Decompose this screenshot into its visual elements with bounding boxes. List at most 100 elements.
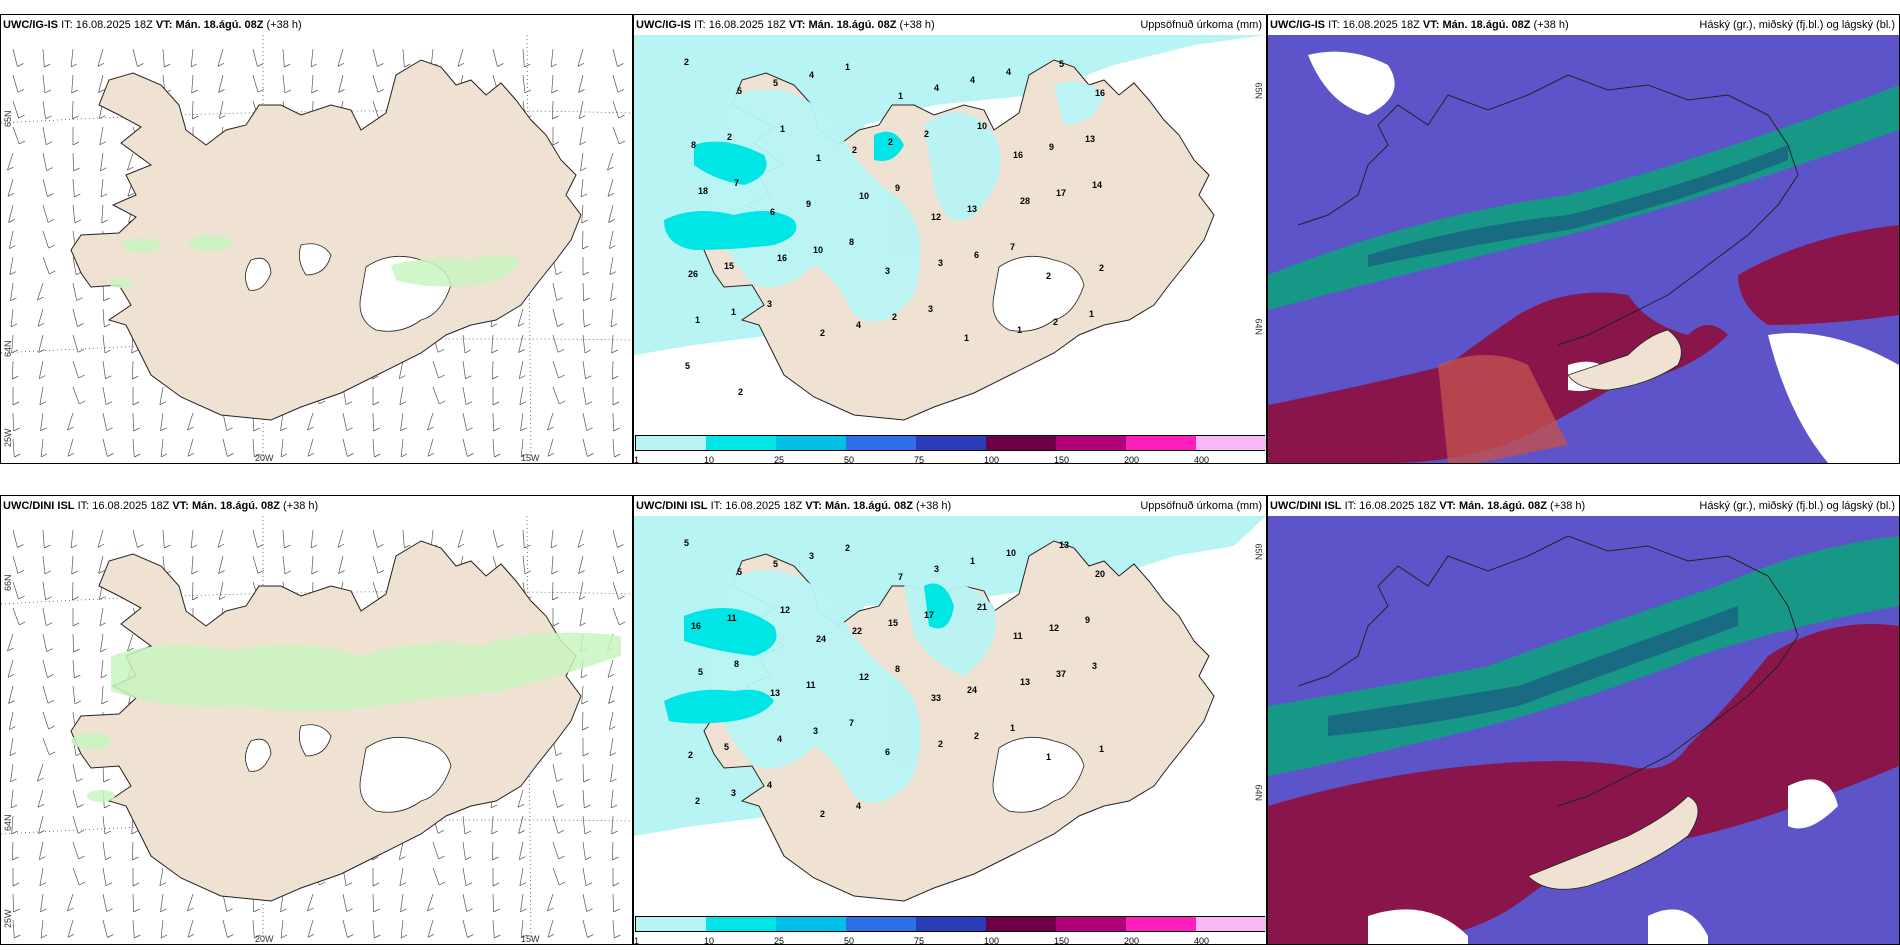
wind-barb bbox=[552, 763, 558, 782]
precip-value: 5 bbox=[773, 559, 778, 569]
colorbar-scale: 1 10 25 50 75 100 150 200 400 bbox=[634, 435, 1266, 463]
wind-barb-flag bbox=[307, 907, 314, 912]
wind-barb-flag bbox=[132, 375, 139, 380]
wind-barb-flag bbox=[465, 401, 473, 406]
valid-time: Mán. 18.ágú. 08Z bbox=[191, 500, 280, 512]
wind-barb-flag bbox=[585, 882, 593, 887]
wind-barb-flag bbox=[134, 934, 141, 939]
wind-barb-flag bbox=[17, 544, 24, 548]
wind-barb-flag bbox=[47, 699, 55, 704]
precip-value: 8 bbox=[895, 664, 900, 674]
precip-value: 2 bbox=[1099, 263, 1104, 273]
wind-barb bbox=[160, 893, 164, 912]
wind-barb bbox=[72, 685, 76, 704]
wind-barb-flag bbox=[584, 804, 591, 809]
wind-barb-flag bbox=[579, 141, 587, 146]
wind-barb bbox=[99, 607, 104, 626]
wind-barb bbox=[72, 334, 79, 353]
init-time: 16.08.2025 18Z bbox=[75, 19, 153, 31]
wind-barb bbox=[400, 919, 404, 938]
wind-barb bbox=[612, 74, 619, 93]
vt-label: VT: bbox=[805, 500, 822, 512]
wind-barb-flag bbox=[374, 453, 381, 458]
wind-barb-flag bbox=[49, 270, 56, 275]
wind-barb-flag bbox=[39, 375, 46, 379]
model-name: UWC/IG-IS bbox=[3, 19, 58, 31]
wind-barb-flag bbox=[11, 349, 18, 354]
vt-label: VT: bbox=[155, 19, 173, 31]
wind-barb-flag bbox=[74, 219, 82, 224]
precip-value: 2 bbox=[1053, 317, 1058, 327]
precip-value: 2 bbox=[738, 387, 743, 397]
wind-barb-flag bbox=[187, 426, 194, 431]
wind-barb-flag bbox=[257, 569, 265, 574]
wind-barb bbox=[10, 763, 14, 782]
wind-barb-flag bbox=[107, 453, 114, 457]
wind-barb bbox=[612, 893, 614, 913]
wind-barb bbox=[462, 815, 466, 834]
wind-barb-flag bbox=[310, 544, 318, 549]
wind-barb-flag bbox=[10, 778, 17, 783]
colorbar: 1 10 25 50 75 100 150 200 400 bbox=[634, 914, 1266, 944]
colorbar-tick-label: 10 bbox=[704, 936, 715, 945]
wind-barb bbox=[582, 711, 584, 731]
wind-barb bbox=[102, 867, 107, 886]
wind-barb-flag bbox=[217, 62, 225, 67]
wind-barb-flag bbox=[399, 375, 406, 379]
wind-barb bbox=[160, 438, 164, 457]
wind-barb bbox=[399, 867, 404, 886]
precip-value: 16 bbox=[691, 621, 701, 631]
init-time: 16.08.2025 18Z bbox=[708, 19, 786, 31]
colorbar-tick-label: 150 bbox=[1054, 936, 1070, 945]
panel-wind-igis: UWC/IG-IS IT: 16.08.2025 18Z VT: Mán. 18… bbox=[0, 14, 633, 464]
wind-barb bbox=[547, 438, 554, 457]
wind-barb bbox=[612, 529, 618, 548]
wind-barb-flag bbox=[582, 245, 589, 250]
wind-barb bbox=[612, 919, 615, 939]
precip-value: 6 bbox=[974, 250, 979, 260]
wind-barb-flag bbox=[618, 114, 625, 119]
wind-barb bbox=[12, 529, 18, 548]
wind-barb bbox=[187, 919, 194, 938]
wind-barb-flag bbox=[37, 322, 45, 327]
wind-barb-flag bbox=[101, 219, 108, 224]
wind-barb bbox=[132, 438, 135, 458]
wind-barb-flag bbox=[12, 856, 19, 861]
wind-barb bbox=[98, 555, 104, 574]
wind-barb-flag bbox=[104, 830, 112, 835]
wind-barb-flag bbox=[99, 115, 106, 119]
model-name: UWC/IG-IS bbox=[1270, 19, 1325, 31]
wind-barb-flag bbox=[585, 856, 592, 861]
wind-barb-flag bbox=[377, 544, 384, 548]
wind-barb bbox=[552, 334, 559, 353]
colorbar-cell bbox=[1196, 917, 1266, 931]
wind-barb bbox=[551, 74, 554, 94]
precip-value: 7 bbox=[898, 572, 903, 582]
precip-value: 24 bbox=[967, 685, 977, 695]
wind-barb bbox=[342, 412, 348, 431]
wind-barb-flag bbox=[77, 323, 84, 327]
wind-barb-flag bbox=[609, 271, 617, 276]
wind-barb bbox=[217, 529, 224, 548]
wind-barb bbox=[462, 360, 466, 379]
wind-barb-flag bbox=[555, 271, 563, 276]
wind-barb-flag bbox=[74, 674, 81, 679]
wind-barb-flag bbox=[559, 400, 566, 405]
wind-barb-flag bbox=[99, 596, 106, 600]
wind-barb bbox=[12, 893, 14, 913]
wind-barb-flag bbox=[40, 934, 48, 939]
wind-barb bbox=[39, 867, 44, 886]
wind-barb bbox=[159, 867, 164, 886]
wind-barb bbox=[612, 438, 615, 458]
wind-barb bbox=[100, 633, 104, 652]
wind-barb-flag bbox=[79, 881, 86, 886]
wind-barb-flag bbox=[18, 595, 25, 600]
wind-barb bbox=[280, 412, 284, 431]
precip-value: 3 bbox=[813, 726, 818, 736]
wind-barb bbox=[522, 74, 526, 93]
wind-barb-flag bbox=[550, 63, 558, 68]
wind-barb-flag bbox=[219, 596, 226, 600]
wind-barb bbox=[372, 412, 374, 432]
wind-barb-flag bbox=[611, 830, 618, 835]
wind-barb bbox=[551, 555, 554, 575]
